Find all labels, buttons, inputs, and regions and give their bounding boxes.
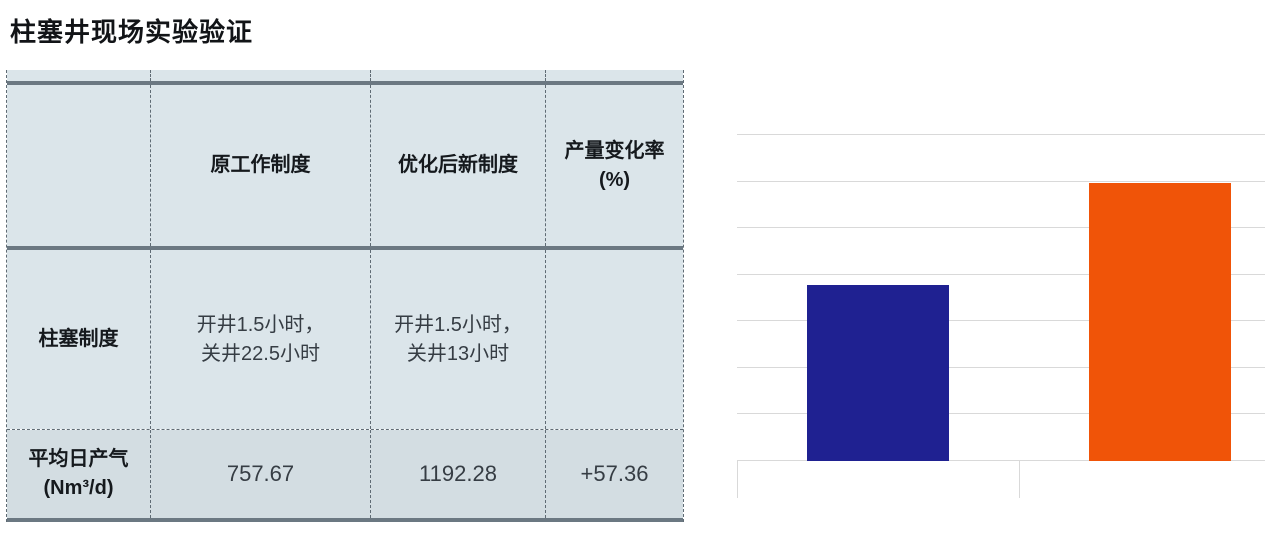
header-cell-optimized-regime: 优化后新制度 [371, 85, 546, 246]
x-axis-tick [1019, 461, 1020, 498]
table-bottom-rule [7, 518, 683, 522]
experiment-table: 原工作制度 优化后新制度 产量变化率 (%) 柱塞制度 开井1.5小时， 关井2… [6, 70, 684, 522]
gridline [737, 366, 1265, 368]
table-row-avg-gas: 平均日产气 (Nm³/d) 757.67 1192.28 +57.36 [7, 430, 683, 518]
gridline [737, 273, 1265, 275]
gridline [737, 413, 1265, 415]
table-header-rule [7, 246, 683, 250]
header-cell-blank [7, 85, 151, 246]
page-title: 柱塞井现场实验验证 [10, 17, 254, 47]
row-header-avg-gas: 平均日产气 (Nm³/d) [7, 430, 151, 518]
table-row-plunger-regime: 柱塞制度 开井1.5小时， 关井22.5小时 开井1.5小时， 关井13小时 [7, 250, 683, 429]
x-axis-tick [737, 461, 738, 498]
bar-chart-plot [737, 134, 1265, 498]
cell-optimized-gas-value: 1192.28 [371, 430, 546, 518]
cell-optimized-schedule: 开井1.5小时， 关井13小时 [371, 250, 546, 429]
cell-gas-change-rate: +57.36 [580, 461, 649, 487]
bar-series-0 [807, 284, 949, 461]
cell-original-gas-value: 757.67 [151, 430, 371, 518]
table-top-rule [7, 81, 683, 85]
row-header-plunger-regime: 柱塞制度 [7, 250, 151, 429]
gridline [737, 227, 1265, 229]
table-row-divider [7, 429, 683, 430]
header-cell-original-regime: 原工作制度 [151, 85, 371, 246]
table-header-row: 原工作制度 优化后新制度 产量变化率 (%) [7, 85, 683, 246]
cell-schedule-change [546, 250, 683, 429]
cell-original-schedule: 开井1.5小时， 关井22.5小时 [151, 250, 371, 429]
bar-series-1 [1089, 183, 1231, 461]
gridline [737, 180, 1265, 182]
gridline [737, 134, 1265, 135]
header-cell-change-rate: 产量变化率 (%) [564, 139, 665, 191]
table-top-strip [7, 70, 683, 81]
gridline [737, 460, 1265, 461]
gridline [737, 320, 1265, 322]
